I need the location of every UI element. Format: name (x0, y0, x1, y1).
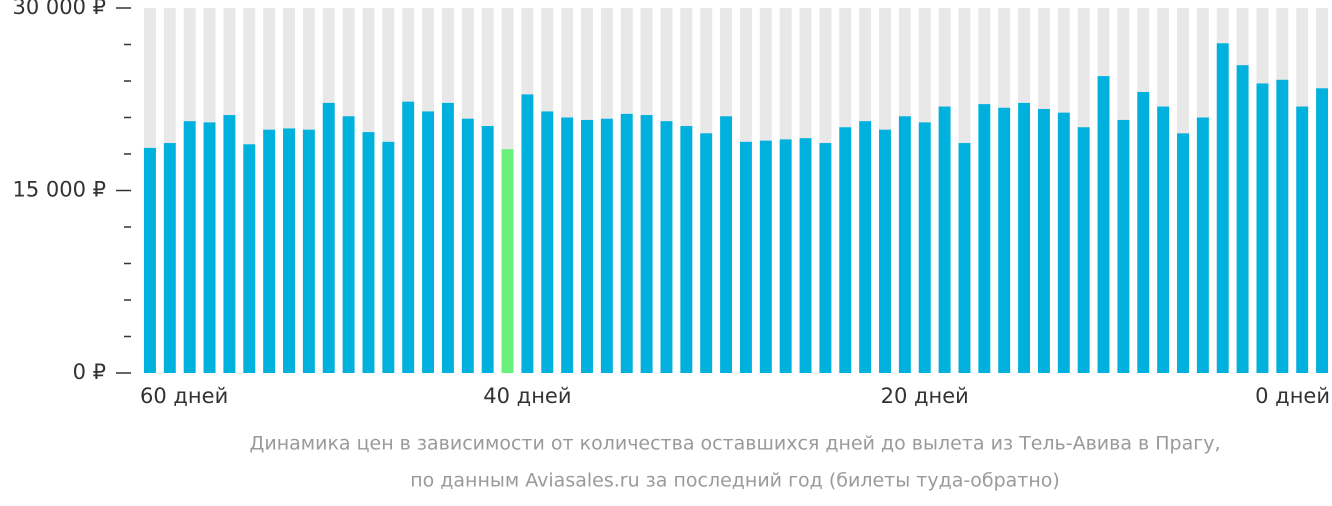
bar (898, 116, 911, 374)
bar (1077, 127, 1090, 373)
bar (998, 107, 1011, 374)
bar (143, 147, 156, 373)
bar (1316, 88, 1329, 374)
bar (283, 128, 295, 373)
bar (441, 102, 454, 374)
bar (859, 121, 872, 374)
bar (163, 143, 176, 373)
x-tick-label: 40 дней (483, 384, 571, 408)
bar (759, 140, 772, 373)
bar (680, 126, 693, 374)
bar (918, 122, 931, 373)
y-tick-label: 0 ₽ (73, 360, 106, 384)
x-tick-label: 60 дней (140, 384, 228, 408)
bar (302, 129, 315, 373)
bar (362, 132, 375, 373)
bar (322, 102, 335, 374)
bar (561, 117, 574, 373)
bar (1137, 91, 1150, 373)
bar (1296, 106, 1309, 374)
y-tick-label: 30 000 ₽ (12, 0, 106, 19)
caption: по данным Aviasales.ru за последний год … (410, 470, 1060, 492)
bar (402, 101, 415, 373)
bar (700, 133, 713, 373)
bar (263, 129, 276, 373)
bar (243, 144, 256, 373)
bar (879, 129, 891, 373)
bar (620, 113, 633, 373)
bar (819, 143, 832, 373)
bar (978, 104, 991, 373)
bar (461, 118, 474, 373)
bar (739, 141, 752, 373)
bar (183, 121, 196, 374)
bar (203, 122, 216, 373)
bar (958, 143, 971, 373)
bar (600, 118, 613, 373)
bar (1177, 133, 1189, 373)
bar (1117, 119, 1130, 373)
bar (481, 126, 494, 374)
bar (1157, 106, 1170, 374)
x-tick-label: 20 дней (881, 384, 969, 408)
bar (779, 139, 792, 373)
bar (839, 127, 852, 373)
bar (1236, 65, 1249, 373)
bar (1057, 112, 1070, 373)
bar (422, 111, 435, 374)
bar (1097, 76, 1110, 373)
y-tick-label: 15 000 ₽ (12, 178, 106, 202)
bar (382, 141, 395, 373)
bar (223, 115, 236, 374)
bar (1216, 43, 1229, 374)
bar (720, 116, 733, 374)
bar (1276, 79, 1289, 374)
x-tick-label: 0 дней (1255, 384, 1330, 408)
bar (1196, 117, 1209, 373)
bar (640, 115, 653, 374)
bar (501, 149, 514, 373)
bar (938, 106, 951, 374)
bar (581, 119, 593, 373)
bar (521, 94, 534, 373)
bar (541, 111, 554, 374)
bar (1256, 83, 1269, 373)
bar (660, 121, 673, 374)
caption: Динамика цен в зависимости от количества… (250, 433, 1221, 455)
bar (342, 116, 355, 374)
bar (1037, 108, 1050, 373)
bar (1018, 102, 1031, 374)
bar (799, 138, 812, 373)
